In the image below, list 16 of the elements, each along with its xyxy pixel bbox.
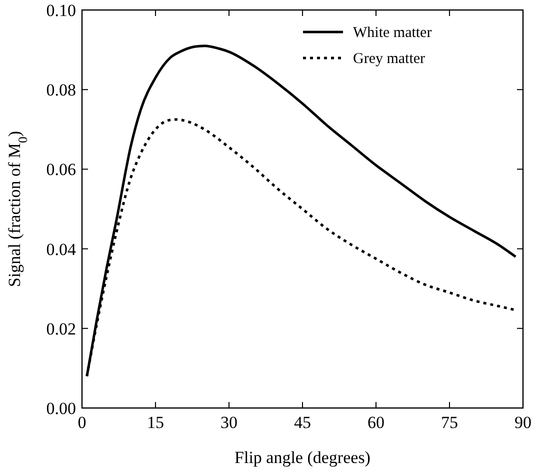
y-tick-label: 0.08 — [46, 80, 76, 100]
x-axis-title: Flip angle (degrees) — [234, 448, 370, 467]
y-tick-label: 0.10 — [46, 1, 76, 20]
x-tick-label: 15 — [147, 413, 164, 432]
y-tick-label: 0.00 — [46, 399, 76, 418]
legend-label: White matter — [353, 25, 432, 41]
x-tick-label: 30 — [220, 413, 238, 432]
y-tick-label: 0.02 — [46, 319, 76, 338]
x-tick-label: 90 — [514, 413, 532, 432]
legend-label: Grey matter — [353, 51, 426, 67]
x-tick-label: 45 — [294, 413, 311, 432]
y-tick-label: 0.06 — [46, 160, 76, 180]
x-tick-label: 60 — [368, 413, 384, 432]
x-tick-label: 75 — [441, 413, 458, 432]
x-tick-label: 0 — [78, 413, 86, 432]
y-tick-label: 0.04 — [46, 240, 76, 259]
